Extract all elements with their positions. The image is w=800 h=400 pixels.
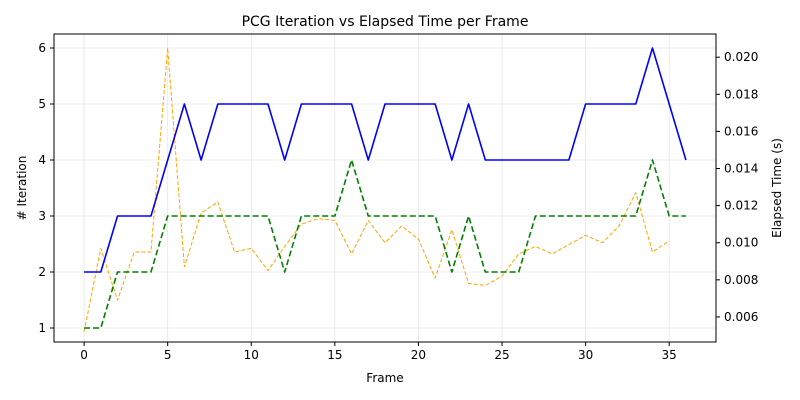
x-tick-label: 0	[80, 348, 88, 362]
x-tick-label: 5	[164, 348, 172, 362]
y-right-tick-label: 0.006	[724, 310, 758, 324]
y-left-tick-label: 4	[38, 153, 46, 167]
y-right-tick-label: 0.014	[724, 162, 758, 176]
y-axis-left-title: # Iteration	[15, 156, 29, 221]
y-axis-right-title: Elapsed Time (s)	[770, 138, 784, 238]
x-tick-label: 15	[327, 348, 342, 362]
y-axis-right: 0.006 0.008 0.010 0.012 0.014 0.016 0.018 0.020	[716, 50, 758, 324]
y-right-tick-label: 0.020	[724, 50, 758, 64]
grid	[54, 34, 716, 342]
y-left-tick-label: 5	[38, 97, 46, 111]
y-right-tick-label: 0.018	[724, 87, 758, 101]
y-right-tick-label: 0.012	[724, 199, 758, 213]
x-axis-title: Frame	[366, 371, 403, 385]
y-axis-left: 1 2 3 4 5 6	[38, 41, 54, 335]
y-right-tick-label: 0.010	[724, 236, 758, 250]
x-tick-label: 30	[578, 348, 593, 362]
y-left-tick-label: 2	[38, 265, 46, 279]
x-tick-label: 25	[494, 348, 509, 362]
y-right-tick-label: 0.008	[724, 273, 758, 287]
x-axis: 0 5 10 15 20 25 30 35	[80, 342, 677, 362]
series-line-1	[84, 159, 686, 329]
y-left-tick-label: 3	[38, 209, 46, 223]
y-left-tick-label: 1	[38, 321, 46, 335]
chart-title: PCG Iteration vs Elapsed Time per Frame	[242, 14, 529, 30]
y-right-tick-label: 0.016	[724, 124, 758, 138]
series-layer	[83, 47, 687, 332]
x-tick-label: 35	[662, 348, 677, 362]
plot-frame	[53, 33, 717, 343]
series-line-0	[84, 47, 687, 273]
x-tick-label: 10	[244, 348, 259, 362]
y-left-tick-label: 6	[38, 41, 46, 55]
series-line-2	[83, 47, 670, 332]
x-tick-label: 20	[411, 348, 426, 362]
